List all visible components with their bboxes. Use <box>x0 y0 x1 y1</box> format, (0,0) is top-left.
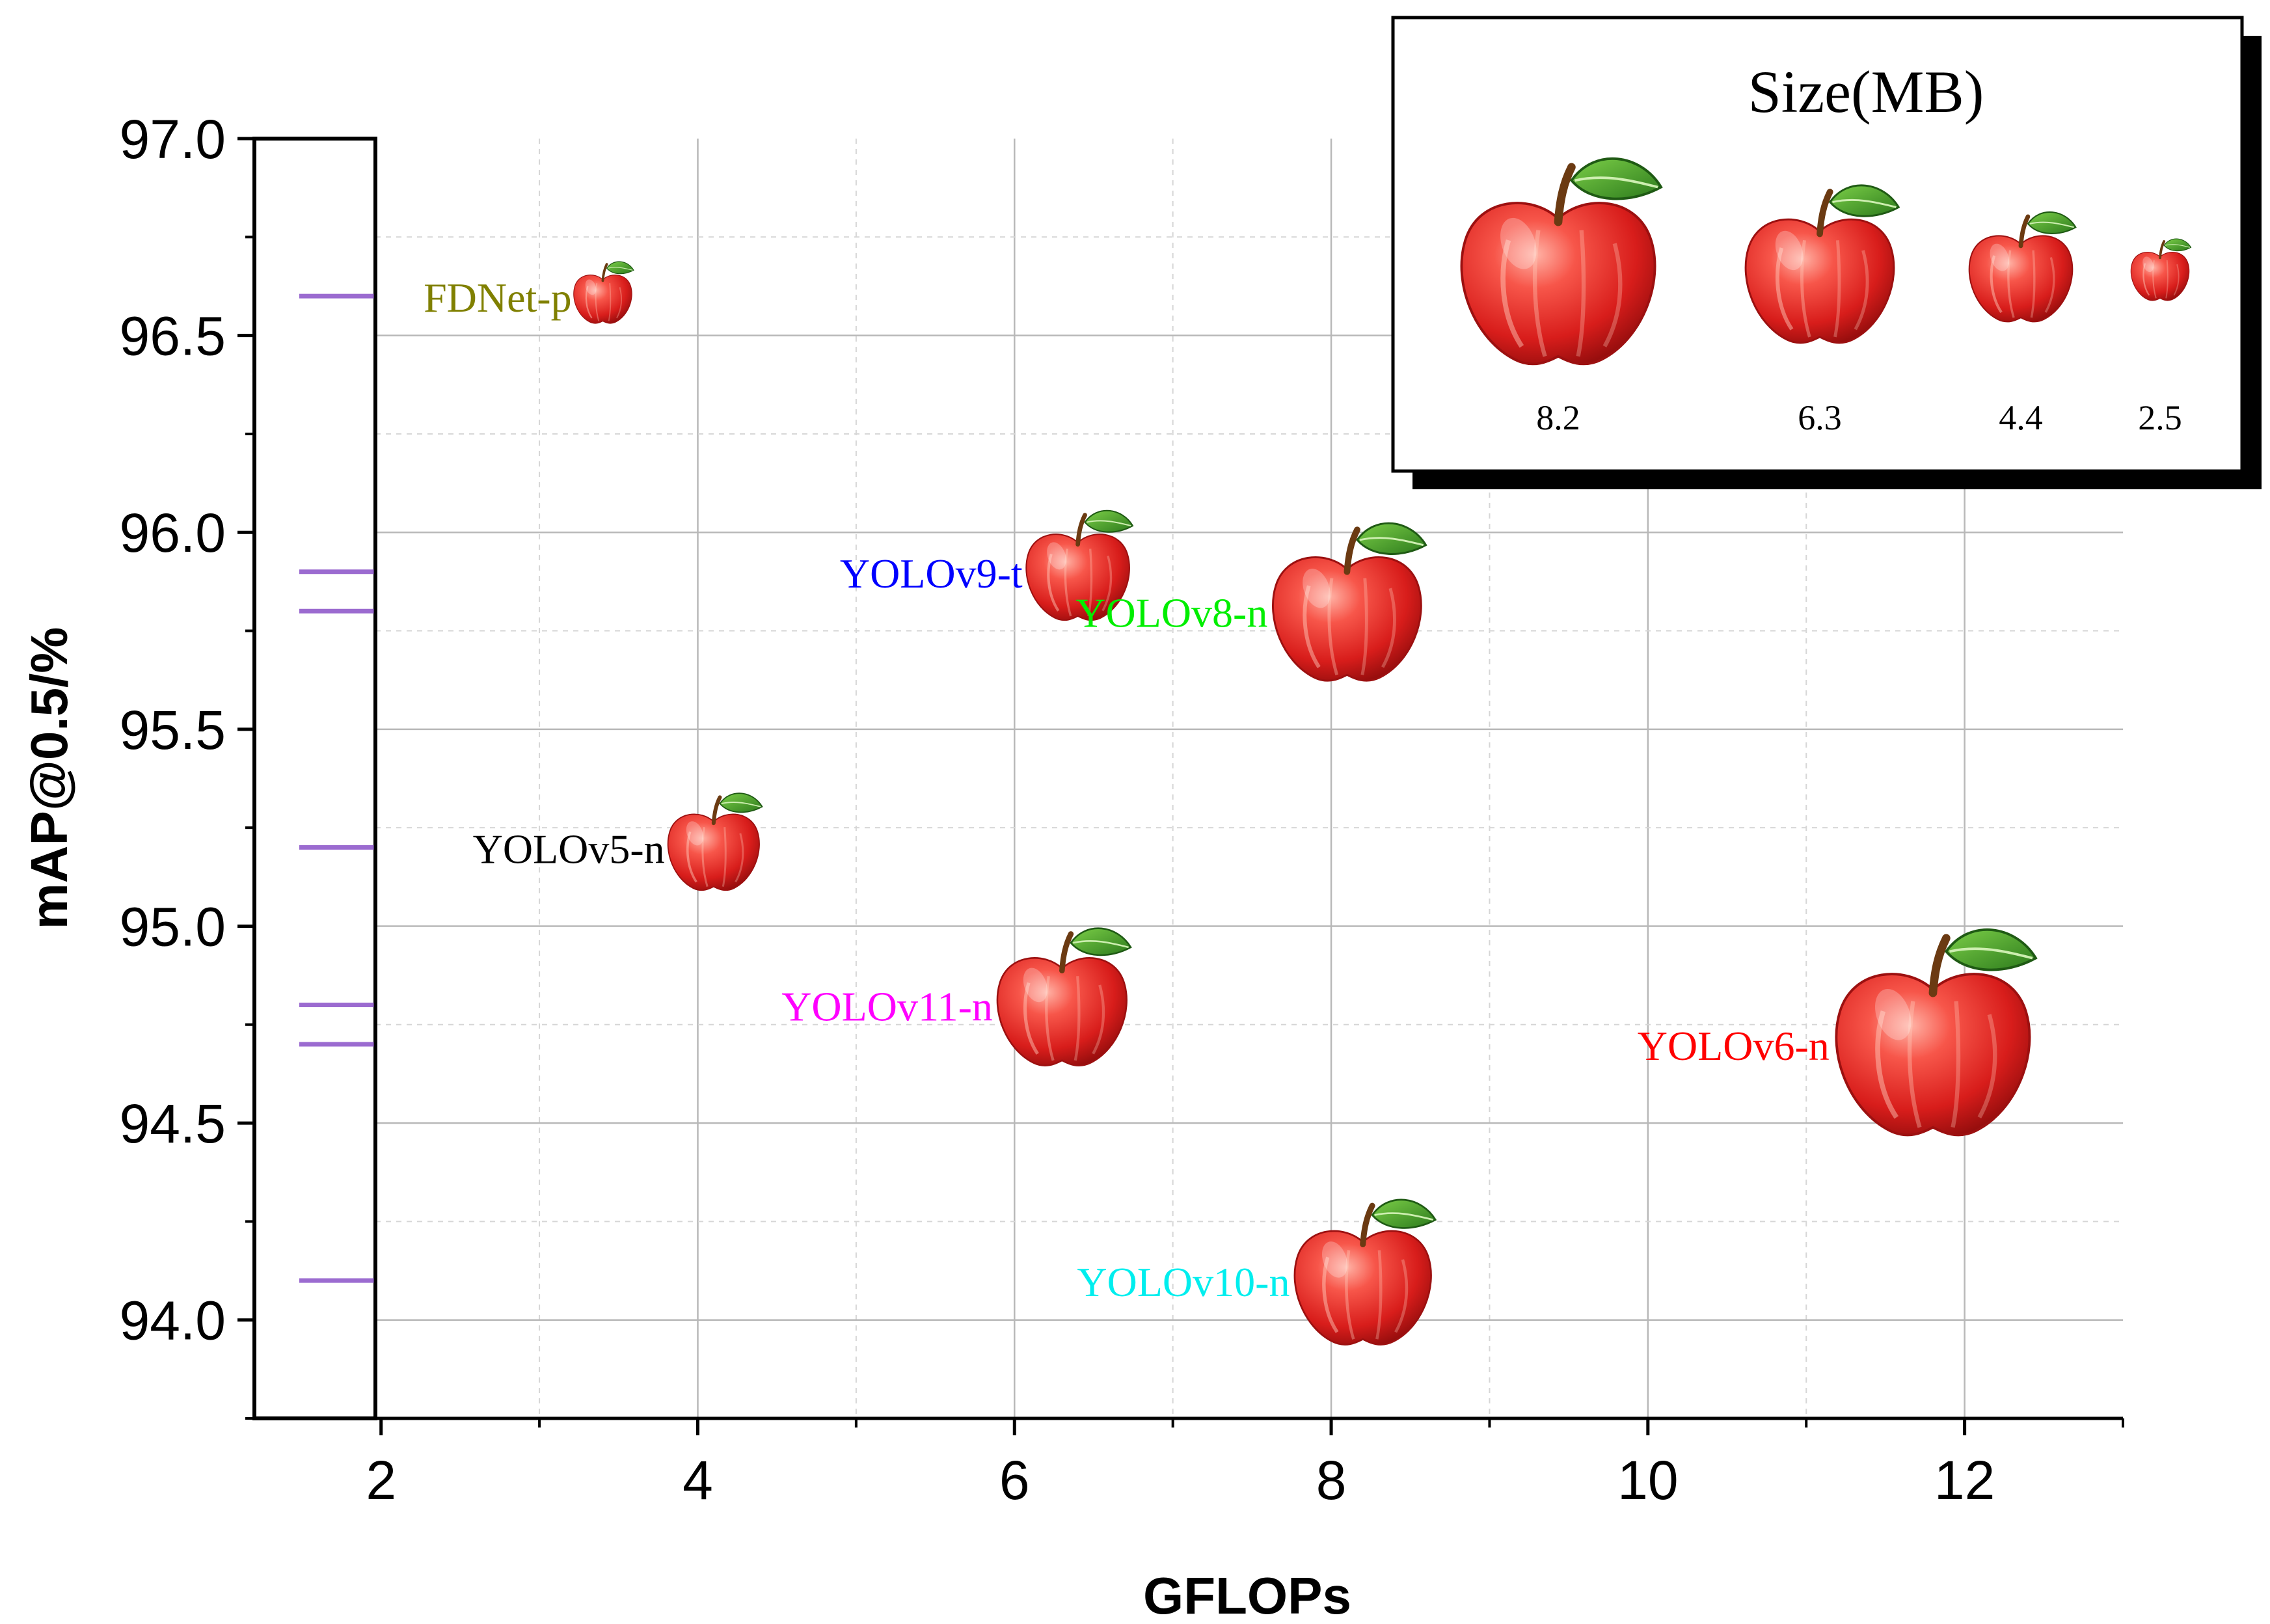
y-tick-label: 95.5 <box>120 699 226 761</box>
data-points: FDNet-p YOLOv9-t YOLOv8-n YOLOv5-n YOLOv11-n… <box>424 260 2036 1344</box>
data-point-label: YOLOv5-n <box>473 826 665 872</box>
data-point-marker <box>572 260 635 325</box>
size-legend: Size(MB) 8.2 6.3 4.4 2.5 <box>1391 16 2262 489</box>
data-point-label: YOLOv10-n <box>1077 1259 1290 1305</box>
legend-size-label: 4.4 <box>1999 398 2043 437</box>
data-point-marker <box>668 793 763 890</box>
rug-marks <box>299 293 374 1283</box>
legend-size-label: 2.5 <box>2138 398 2182 437</box>
x-tick-label: 2 <box>366 1450 396 1511</box>
legend-size-label: 6.3 <box>1798 398 1842 437</box>
legend-size-label: 8.2 <box>1536 398 1580 437</box>
data-point-marker <box>1273 523 1426 681</box>
data-point-label: YOLOv9-t <box>840 550 1023 597</box>
data-point-label: FDNet-p <box>424 275 572 321</box>
y-tick-label: 96.0 <box>120 502 226 563</box>
legend-items: 8.2 6.3 4.4 2.5 <box>1461 159 2193 437</box>
x-ticks: 2 4 6 8 10 12 <box>366 1418 2124 1511</box>
y-tick-label: 95.0 <box>120 896 226 957</box>
gridlines <box>375 139 2123 1418</box>
data-point-label: YOLOv6-n <box>1638 1023 1830 1069</box>
y-ticks: 94.0 94.5 95.0 95.5 96.0 96.5 97.0 <box>120 109 254 1420</box>
x-axis-title: GFLOPs <box>1143 1567 1351 1624</box>
x-tick-label: 6 <box>999 1450 1030 1511</box>
x-tick-label: 8 <box>1316 1450 1347 1511</box>
y-axis-title: mAP@0.5/% <box>20 627 78 930</box>
rug-panel <box>252 137 377 1420</box>
data-point-label: YOLOv11-n <box>781 984 993 1030</box>
y-tick-label: 97.0 <box>120 109 226 170</box>
y-tick-label: 94.0 <box>120 1290 226 1351</box>
data-point-marker <box>1836 930 2036 1135</box>
data-point-marker <box>997 928 1131 1066</box>
x-tick-label: 10 <box>1617 1450 1678 1511</box>
y-tick-label: 94.5 <box>120 1093 226 1154</box>
y-tick-label: 96.5 <box>120 306 226 367</box>
data-point-label: YOLOv8-n <box>1075 589 1267 636</box>
legend-title: Size(MB) <box>1748 59 1984 125</box>
x-tick-label: 4 <box>682 1450 713 1511</box>
x-tick-label: 12 <box>1934 1450 1995 1511</box>
